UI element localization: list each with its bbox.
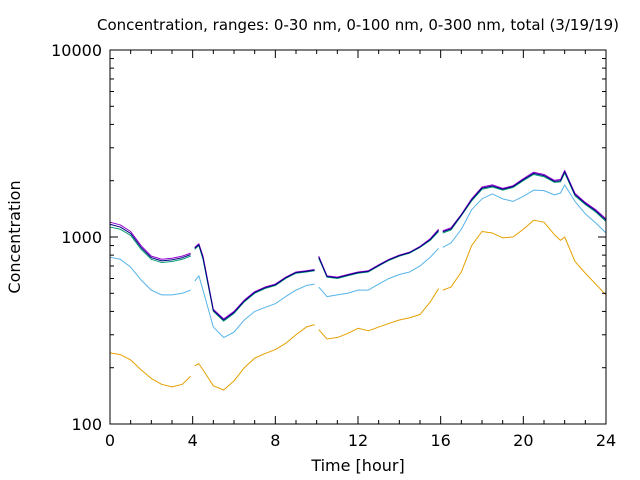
- series-2-segment-1: [109, 256, 191, 296]
- x-tick-label: 4: [188, 431, 198, 450]
- x-tick-label: 0: [105, 431, 115, 450]
- series-5: [109, 171, 607, 321]
- series-2: [109, 184, 607, 339]
- series-2-segment-2: [194, 275, 315, 339]
- x-axis-title: Time [hour]: [310, 456, 404, 475]
- x-tick-label: 8: [270, 431, 280, 450]
- series-2-segment-3: [318, 247, 439, 298]
- series-1-segment-4: [442, 219, 607, 296]
- series-1-segment-2: [194, 324, 315, 391]
- x-tick-label: 16: [430, 431, 450, 450]
- y-axis: 100 1000 10000: [51, 41, 606, 434]
- series-5-segment-1: [109, 223, 191, 262]
- y-tick-label: 1000: [61, 228, 102, 247]
- series-1: [109, 219, 607, 391]
- series-5-segment-3: [318, 230, 439, 279]
- x-tick-label: 24: [596, 431, 616, 450]
- y-axis-title: Concentration: [5, 180, 24, 293]
- series-1-segment-3: [318, 288, 440, 340]
- chart-title: Concentration, ranges: 0-30 nm, 0-100 nm…: [97, 16, 619, 34]
- y-tick-label: 100: [71, 415, 102, 434]
- series-5-segment-2: [194, 244, 315, 321]
- x-tick-label: 20: [513, 431, 533, 450]
- series-layer: [109, 169, 607, 391]
- series-3-segment-1: [109, 226, 191, 264]
- y-tick-label: 10000: [51, 41, 102, 60]
- x-tick-label: 12: [348, 431, 368, 450]
- x-axis: 0 4 8 12 16 20 24: [105, 50, 616, 450]
- series-5-segment-4: [442, 171, 607, 233]
- series-3-segment-4: [442, 172, 607, 234]
- series-4-segment-4: [442, 169, 607, 232]
- series-2-segment-4: [442, 184, 607, 248]
- series-4-segment-1: [109, 221, 191, 260]
- series-1-segment-1: [109, 352, 191, 388]
